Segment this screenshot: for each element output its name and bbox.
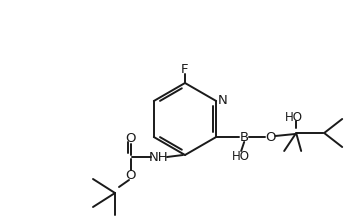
Text: B: B	[240, 131, 249, 144]
Text: O: O	[126, 131, 136, 144]
Text: HO: HO	[285, 110, 303, 123]
Text: NH: NH	[149, 151, 169, 164]
Text: HO: HO	[232, 149, 250, 162]
Text: N: N	[217, 93, 227, 106]
Text: F: F	[181, 62, 189, 75]
Text: O: O	[265, 131, 275, 144]
Text: O: O	[126, 168, 136, 181]
